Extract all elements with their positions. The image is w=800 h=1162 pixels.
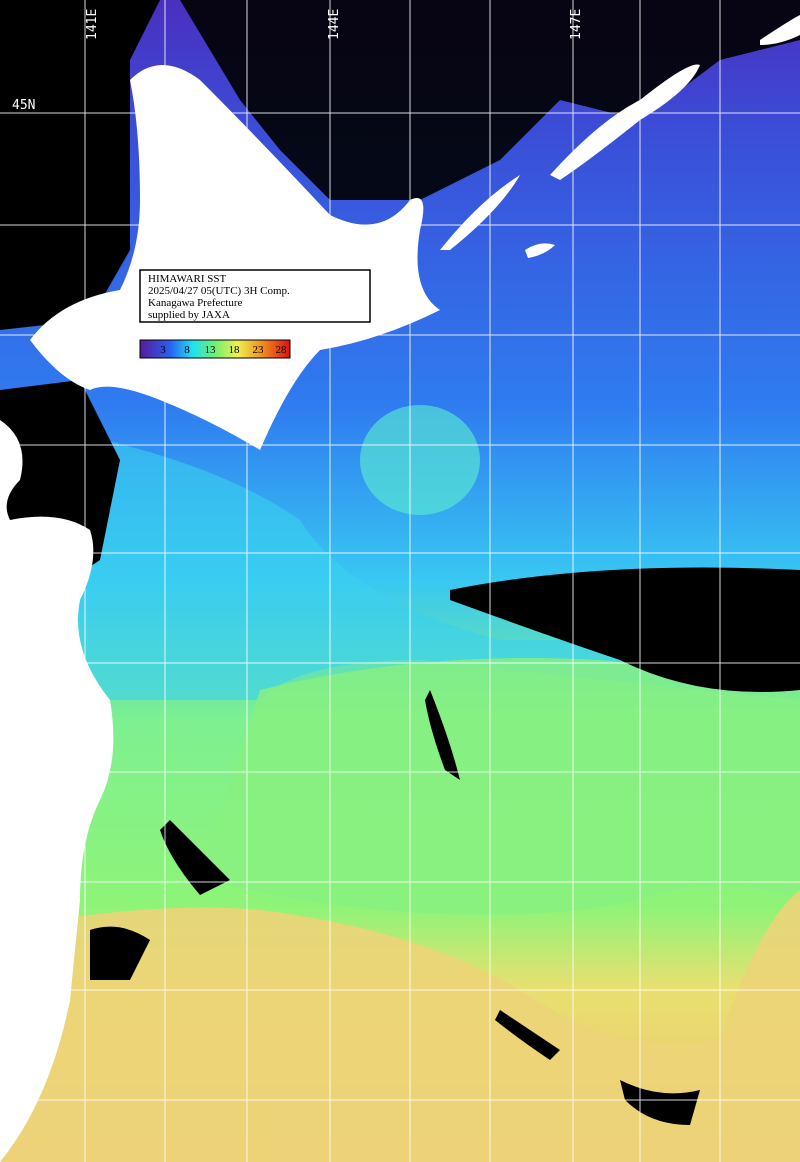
info-box: HIMAWARI SST 2025/04/27 05(UTC) 3H Comp.… <box>139 269 371 323</box>
info-line: Kanagawa Prefecture <box>148 297 242 309</box>
colorbar-label: 8 <box>184 344 190 356</box>
longitude-label: 147E <box>569 9 584 40</box>
land <box>0 15 800 1162</box>
colorbar-label: 3 <box>160 344 166 356</box>
coordinate-labels: 141E 144E 147E 45N <box>12 9 584 113</box>
colorbar: 3 8 13 18 23 28 <box>139 339 291 359</box>
colorbar-label: 13 <box>205 344 217 356</box>
colorbar-label: 18 <box>229 344 241 356</box>
latitude-label: 45N <box>12 98 35 113</box>
info-line: HIMAWARI SST <box>148 273 227 285</box>
colorbar-label: 23 <box>253 344 265 356</box>
info-line: 2025/04/27 05(UTC) 3H Comp. <box>148 285 290 297</box>
colorbar-label: 28 <box>276 344 288 356</box>
longitude-label: 144E <box>327 9 342 40</box>
longitude-label: 141E <box>85 9 100 40</box>
info-line: supplied by JAXA <box>148 309 230 321</box>
